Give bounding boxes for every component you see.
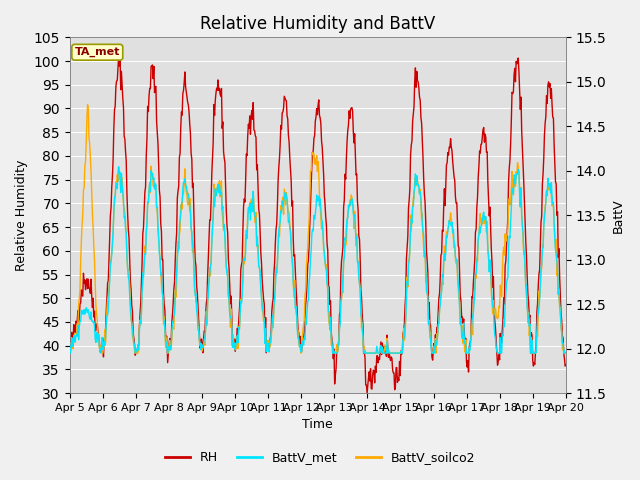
Text: TA_met: TA_met (75, 47, 120, 58)
Title: Relative Humidity and BattV: Relative Humidity and BattV (200, 15, 435, 33)
Y-axis label: Relative Humidity: Relative Humidity (15, 159, 28, 271)
X-axis label: Time: Time (302, 419, 333, 432)
Legend: RH, BattV_met, BattV_soilco2: RH, BattV_met, BattV_soilco2 (159, 446, 481, 469)
Y-axis label: BattV: BattV (612, 198, 625, 232)
